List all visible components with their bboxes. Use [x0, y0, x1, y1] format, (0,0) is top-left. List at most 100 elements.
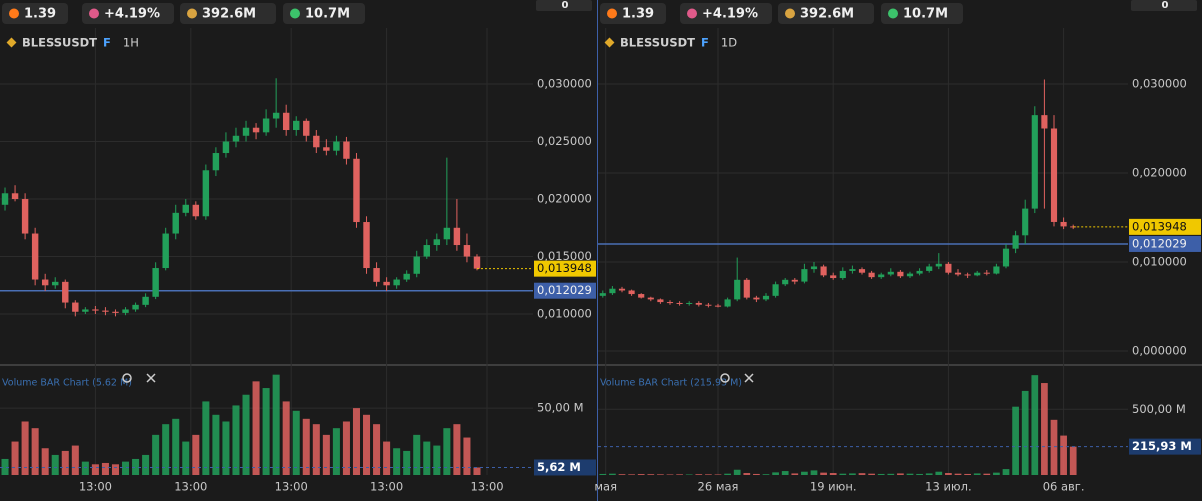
- volume-current-label: 215,93 M: [1132, 439, 1192, 453]
- badge-box: [1131, 0, 1197, 11]
- candle-body: [373, 268, 380, 282]
- candle-body: [182, 204, 189, 213]
- volume-bar: [332, 428, 340, 475]
- volume-bar: [232, 405, 240, 475]
- candle-body: [801, 269, 808, 282]
- volume-bar: [666, 474, 674, 475]
- candle-body: [964, 274, 971, 276]
- y-tick-label: 0,030000: [537, 77, 592, 91]
- volume-bar: [916, 473, 923, 475]
- candle-body: [695, 302, 702, 305]
- stat-icon: [785, 8, 795, 19]
- volume-bar: [781, 471, 789, 475]
- badge-box: [536, 0, 592, 11]
- candle-body: [974, 272, 981, 276]
- candle-body: [647, 297, 654, 300]
- level-label: 0,012029: [1132, 236, 1187, 250]
- candle-body: [714, 305, 722, 307]
- candle-body: [353, 158, 360, 223]
- candle-body: [628, 290, 635, 295]
- candle-body: [162, 233, 169, 269]
- volume-bar: [111, 464, 119, 475]
- y-tick-label: 0,020000: [537, 192, 592, 206]
- x-tick-label: 26 мая: [698, 480, 739, 494]
- volume-bar: [993, 472, 1000, 475]
- volume-title: Volume BAR Chart (5.62 M): [2, 378, 132, 389]
- last-price-box: [1129, 218, 1201, 235]
- volume-bar: [21, 421, 29, 475]
- stat-icon: [89, 8, 99, 19]
- y-tick-label: 0,010000: [1132, 255, 1187, 269]
- candle-body: [1041, 115, 1048, 129]
- close-icon[interactable]: [146, 373, 156, 383]
- candle-body: [638, 294, 645, 298]
- candle-body: [82, 309, 89, 312]
- volume-bar: [282, 401, 290, 475]
- y-tick-label: 0,020000: [1132, 166, 1187, 180]
- candle-body: [52, 281, 59, 286]
- stat-icon: [290, 8, 300, 19]
- candle-body: [1050, 128, 1058, 222]
- volume-bar: [302, 418, 310, 475]
- volume-current-label: 5,62 M: [537, 460, 581, 474]
- candle-body: [112, 311, 119, 313]
- stat-value: 10.7M: [903, 7, 948, 22]
- stat-icon: [607, 8, 617, 19]
- settings-icon[interactable]: [122, 373, 132, 383]
- candle-body: [849, 269, 856, 271]
- candle-body: [262, 118, 270, 133]
- candle-body: [1022, 208, 1029, 236]
- candle-body: [132, 304, 139, 310]
- candle-body: [935, 263, 942, 267]
- volume-bar: [453, 424, 461, 475]
- volume-bar: [820, 472, 827, 475]
- volume-bar: [762, 474, 770, 475]
- level-box: [534, 282, 596, 299]
- candle-body: [878, 274, 885, 278]
- volume-bar: [906, 473, 914, 475]
- contract: F: [103, 36, 111, 50]
- settings-icon[interactable]: [720, 373, 730, 383]
- candle-body: [142, 296, 149, 305]
- stat-value: 392.6M: [202, 7, 256, 22]
- volume-bar: [31, 428, 39, 475]
- volume-bar: [647, 474, 655, 475]
- candle-body: [232, 135, 240, 142]
- volume-bar: [657, 474, 664, 475]
- volume-bar: [363, 414, 371, 475]
- volume-bar: [342, 421, 350, 475]
- x-tick-label: мая: [594, 480, 617, 494]
- volume-bar: [743, 473, 751, 475]
- volume-bar: [172, 418, 180, 475]
- volume-bar: [599, 473, 607, 475]
- candle-body: [916, 270, 923, 274]
- volume-bar: [312, 424, 320, 475]
- stat-value: 1.39: [24, 7, 56, 22]
- last-price-label: 0,013948: [1132, 219, 1187, 233]
- volume-bar: [71, 445, 79, 475]
- volume-bar: [839, 473, 847, 475]
- candle-body: [1012, 235, 1019, 249]
- volume-bar: [122, 461, 130, 475]
- volume-bar: [676, 474, 683, 475]
- volume-bar: [11, 441, 19, 475]
- candle-body: [618, 288, 626, 291]
- level-label: 0,012029: [537, 283, 592, 297]
- stat-pill: [82, 3, 174, 24]
- volume-bar: [1050, 419, 1058, 475]
- volume-bar: [242, 394, 250, 475]
- volume-bar: [51, 454, 59, 475]
- candle-body: [463, 245, 471, 257]
- volume-bar: [714, 474, 722, 475]
- y-tick-label: 0,015000: [537, 249, 592, 263]
- candle-body: [1031, 115, 1038, 209]
- stat-value: 1.39: [622, 7, 654, 22]
- candle-body: [743, 279, 750, 298]
- candle-body: [753, 297, 760, 300]
- close-icon[interactable]: [744, 373, 754, 383]
- candle-body: [41, 279, 49, 286]
- candle-body: [403, 273, 410, 280]
- volume-bar: [925, 473, 933, 475]
